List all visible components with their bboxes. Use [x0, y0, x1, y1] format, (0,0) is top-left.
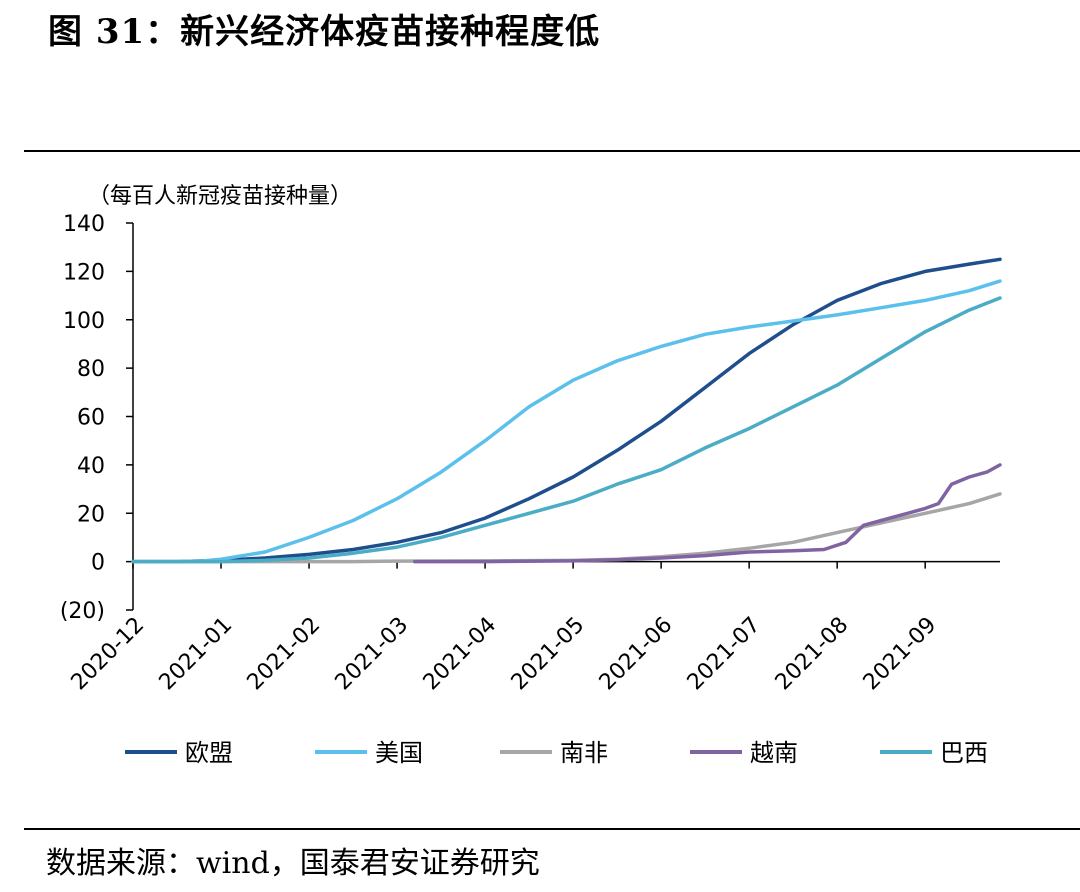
x-tick-label: 2021-01: [155, 613, 238, 696]
series-line-3: [412, 463, 1002, 564]
y-tick-label: 80: [77, 357, 105, 382]
x-tick-label: 2020-12: [67, 613, 150, 696]
y-tick-label: 0: [91, 551, 105, 576]
y-tick-label: 20: [77, 502, 105, 527]
series-line-1: [131, 279, 1002, 564]
y-tick-label: 60: [77, 406, 105, 431]
y-axis-label: （每百人新冠疫苗接种量）: [88, 184, 352, 209]
legend: 欧盟 美国 南非 越南 巴西: [125, 739, 988, 767]
series-line-4: [131, 296, 1002, 564]
x-tick-label: 2021-03: [331, 613, 414, 696]
x-tick-label: 2021-05: [507, 613, 590, 696]
y-tick-label: 120: [63, 260, 105, 285]
x-ticks: 2020-12 2021-01 2021-02 2021-03 2021-04 2021-…: [67, 561, 942, 696]
x-tick-label: 2021-08: [771, 613, 854, 696]
legend-label: 南非: [560, 739, 608, 767]
series-line-2: [131, 492, 1002, 564]
legend-label: 越南: [750, 739, 798, 767]
x-tick-label: 2021-09: [859, 613, 942, 696]
y-tick-label: 100: [63, 309, 105, 334]
x-tick-label: 2021-02: [243, 613, 326, 696]
y-ticks: 140 120 100 80 60 40 20 0 (20): [60, 212, 133, 624]
x-tick-label: 2021-07: [683, 613, 766, 696]
figure-title: 图 31：新兴经济体疫苗接种程度低: [48, 12, 601, 52]
series-line-0: [131, 257, 1002, 564]
legend-label: 欧盟: [185, 739, 233, 767]
series-lines: [131, 257, 1002, 564]
y-tick-label: 40: [77, 454, 105, 479]
bottom-rule: [24, 828, 1080, 830]
top-rule: [24, 150, 1080, 152]
source-note: 数据来源：wind，国泰君安证券研究: [46, 846, 540, 881]
x-tick-label: 2021-06: [595, 613, 678, 696]
legend-label: 巴西: [940, 739, 988, 767]
x-tick-label: 2021-04: [419, 613, 502, 696]
y-tick-label: (20): [60, 599, 105, 624]
legend-label: 美国: [375, 739, 423, 767]
y-tick-label: 140: [63, 212, 105, 237]
